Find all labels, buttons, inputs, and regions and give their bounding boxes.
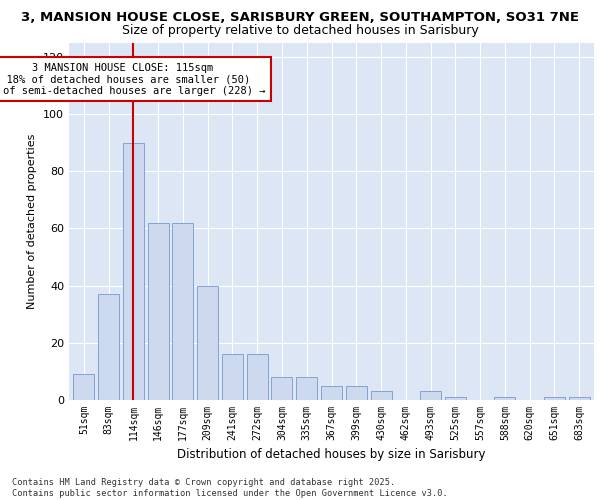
Bar xyxy=(445,397,466,400)
Bar xyxy=(197,286,218,400)
Text: 3, MANSION HOUSE CLOSE, SARISBURY GREEN, SOUTHAMPTON, SO31 7NE: 3, MANSION HOUSE CLOSE, SARISBURY GREEN,… xyxy=(21,11,579,24)
Bar xyxy=(247,354,268,400)
Bar xyxy=(544,397,565,400)
Bar xyxy=(172,222,193,400)
Bar xyxy=(148,222,169,400)
Bar xyxy=(371,392,392,400)
Bar xyxy=(494,397,515,400)
Bar xyxy=(569,397,590,400)
Bar xyxy=(346,386,367,400)
Bar xyxy=(296,377,317,400)
Text: Contains HM Land Registry data © Crown copyright and database right 2025.
Contai: Contains HM Land Registry data © Crown c… xyxy=(12,478,448,498)
Bar xyxy=(123,142,144,400)
Text: Size of property relative to detached houses in Sarisbury: Size of property relative to detached ho… xyxy=(122,24,478,37)
X-axis label: Distribution of detached houses by size in Sarisbury: Distribution of detached houses by size … xyxy=(177,448,486,462)
Bar xyxy=(222,354,243,400)
Text: 3 MANSION HOUSE CLOSE: 115sqm
← 18% of detached houses are smaller (50)
82% of s: 3 MANSION HOUSE CLOSE: 115sqm ← 18% of d… xyxy=(0,62,266,96)
Y-axis label: Number of detached properties: Number of detached properties xyxy=(28,134,37,309)
Bar xyxy=(73,374,94,400)
Bar xyxy=(321,386,342,400)
Bar xyxy=(98,294,119,400)
Bar xyxy=(420,392,441,400)
Bar xyxy=(271,377,292,400)
